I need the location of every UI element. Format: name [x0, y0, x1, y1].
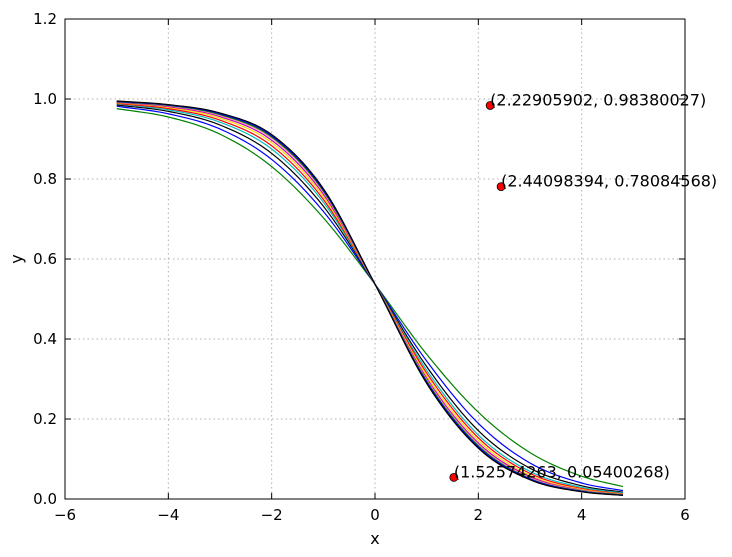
axis-ticks: −6 −4 −2 0 2 4 6 0.0 0.2 0.4 0.6 0.8 1.0 1.2 [33, 10, 690, 524]
x-tick-label: 0 [370, 506, 380, 524]
x-tick-label: −2 [261, 506, 283, 524]
x-tick-label: 6 [680, 506, 690, 524]
y-tick-label: 0.8 [33, 170, 57, 188]
x-axis-label: x [370, 529, 379, 548]
annotation-label-1: (2.22905902, 0.98380027) [490, 90, 706, 109]
y-tick-label: 0.6 [33, 250, 57, 268]
y-axis-label: y [7, 254, 26, 263]
x-tick-label: 2 [474, 506, 484, 524]
x-tick-label: −4 [157, 506, 179, 524]
annotation-label-2: (2.44098394, 0.78084568) [501, 172, 717, 191]
annotated-point-1 [485, 101, 495, 110]
y-tick-label: 0.0 [33, 490, 57, 508]
series-line-11 [116, 100, 624, 496]
y-tick-label: 0.4 [33, 330, 57, 348]
y-tick-label: 1.2 [33, 10, 57, 28]
y-tick-label: 1.0 [33, 90, 57, 108]
grid [65, 19, 685, 499]
annotation-label-3: (1.52574263, 0.05400268) [454, 462, 670, 481]
x-tick-label: 4 [577, 506, 587, 524]
annotated-point-3 [449, 472, 459, 482]
annotated-points: (2.22905902, 0.98380027) (2.44098394, 0.7… [449, 90, 717, 482]
y-tick-label: 0.2 [33, 410, 57, 428]
annotated-point-2 [496, 182, 506, 192]
series-lines [116, 100, 624, 496]
x-tick-label: −6 [54, 506, 76, 524]
